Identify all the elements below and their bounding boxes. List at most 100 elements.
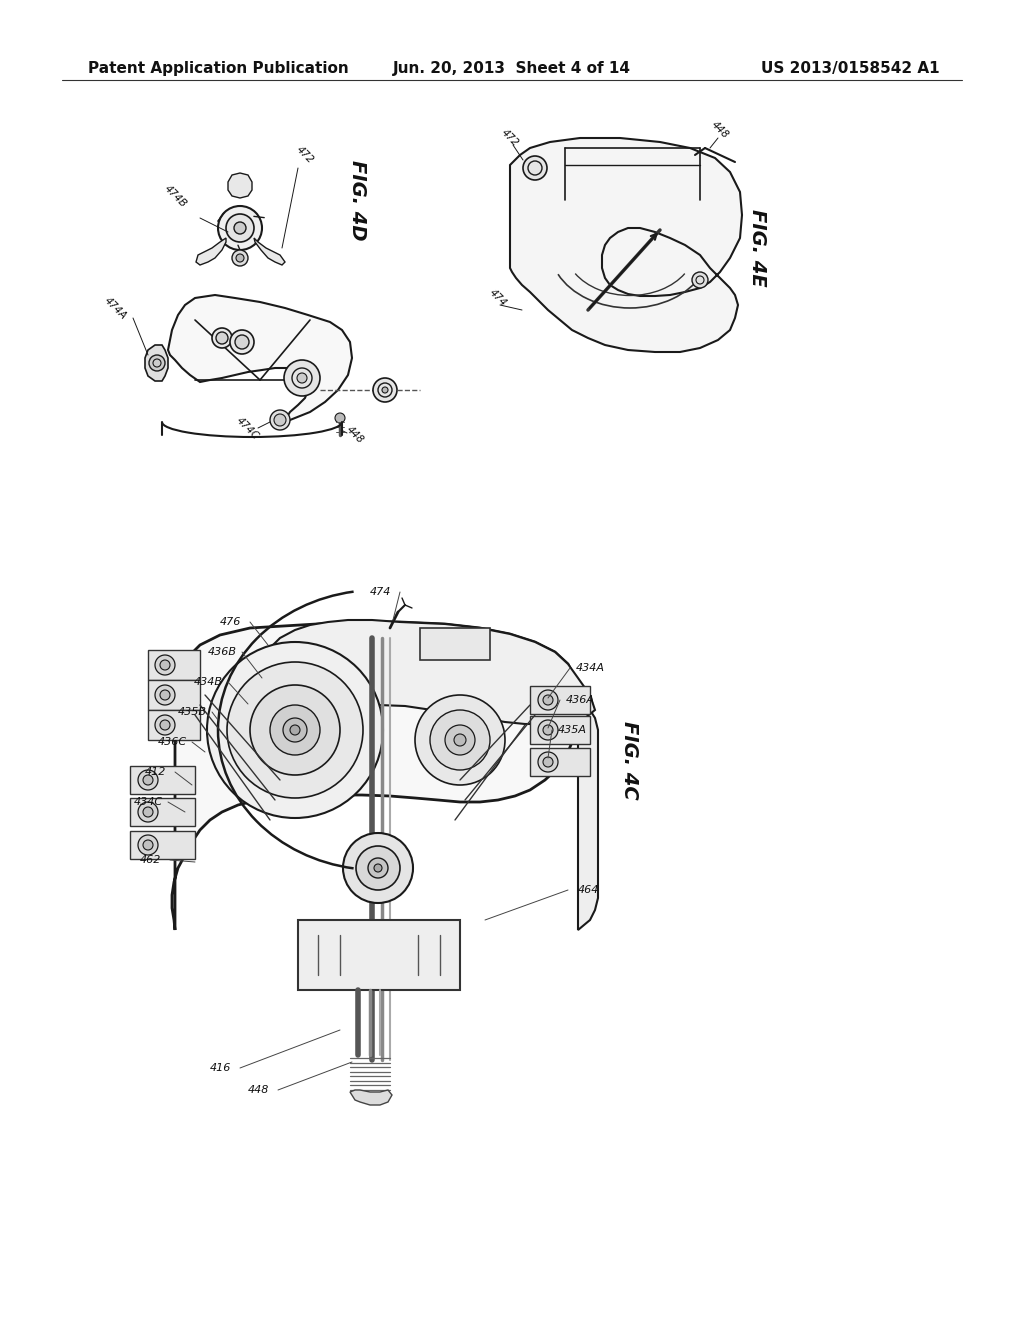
Circle shape xyxy=(274,414,286,426)
Circle shape xyxy=(445,725,475,755)
Text: 435B: 435B xyxy=(177,708,207,717)
Polygon shape xyxy=(196,238,226,265)
Text: FIG. 4D: FIG. 4D xyxy=(348,160,368,240)
Polygon shape xyxy=(130,799,195,826)
Polygon shape xyxy=(168,294,352,422)
Circle shape xyxy=(543,756,553,767)
Circle shape xyxy=(138,770,158,789)
Circle shape xyxy=(150,355,165,371)
Text: 436B: 436B xyxy=(208,647,237,657)
Circle shape xyxy=(250,685,340,775)
Circle shape xyxy=(538,690,558,710)
Circle shape xyxy=(160,690,170,700)
Text: 434C: 434C xyxy=(133,797,163,807)
Text: 462: 462 xyxy=(139,855,161,865)
Circle shape xyxy=(230,330,254,354)
Circle shape xyxy=(270,705,319,755)
Circle shape xyxy=(374,865,382,873)
Text: 448: 448 xyxy=(710,119,730,140)
Polygon shape xyxy=(530,715,590,744)
Text: 448: 448 xyxy=(344,425,366,446)
Text: 436A: 436A xyxy=(565,696,595,705)
Text: 464: 464 xyxy=(578,884,599,895)
Circle shape xyxy=(226,214,254,242)
Text: 412: 412 xyxy=(144,767,166,777)
Text: 472: 472 xyxy=(295,144,315,165)
Text: FIG. 4E: FIG. 4E xyxy=(749,209,768,286)
Polygon shape xyxy=(530,748,590,776)
Text: 436C: 436C xyxy=(158,737,186,747)
Polygon shape xyxy=(228,173,252,198)
Polygon shape xyxy=(148,680,200,710)
Text: 434A: 434A xyxy=(575,663,604,673)
Circle shape xyxy=(207,642,383,818)
Circle shape xyxy=(234,335,249,348)
Polygon shape xyxy=(172,622,578,931)
Circle shape xyxy=(284,360,319,396)
Circle shape xyxy=(335,413,345,422)
Polygon shape xyxy=(578,696,598,931)
Circle shape xyxy=(236,253,244,261)
Circle shape xyxy=(155,715,175,735)
Circle shape xyxy=(155,685,175,705)
Polygon shape xyxy=(148,649,200,680)
Circle shape xyxy=(218,206,262,249)
Circle shape xyxy=(232,249,248,267)
Circle shape xyxy=(143,807,153,817)
Polygon shape xyxy=(420,628,490,660)
Text: 416: 416 xyxy=(209,1063,230,1073)
Circle shape xyxy=(692,272,708,288)
Text: 474B: 474B xyxy=(162,183,188,209)
Text: FIG. 4C: FIG. 4C xyxy=(621,721,640,800)
Circle shape xyxy=(160,719,170,730)
Circle shape xyxy=(216,333,228,345)
Circle shape xyxy=(297,374,307,383)
Circle shape xyxy=(227,663,362,799)
Text: 474: 474 xyxy=(487,288,509,309)
Polygon shape xyxy=(530,686,590,714)
Text: 435A: 435A xyxy=(557,725,587,735)
Circle shape xyxy=(543,725,553,735)
Polygon shape xyxy=(350,1090,392,1105)
Circle shape xyxy=(543,696,553,705)
Text: 474A: 474A xyxy=(102,294,128,321)
Text: 448: 448 xyxy=(248,1085,268,1096)
Text: 474: 474 xyxy=(370,587,391,597)
Circle shape xyxy=(138,836,158,855)
Circle shape xyxy=(356,846,400,890)
Text: Patent Application Publication: Patent Application Publication xyxy=(88,61,349,75)
Circle shape xyxy=(283,718,307,742)
Polygon shape xyxy=(254,238,285,265)
Polygon shape xyxy=(262,620,595,723)
Circle shape xyxy=(373,378,397,403)
Polygon shape xyxy=(145,345,168,381)
Circle shape xyxy=(143,840,153,850)
Polygon shape xyxy=(148,710,200,741)
Circle shape xyxy=(454,734,466,746)
Circle shape xyxy=(155,655,175,675)
Circle shape xyxy=(430,710,490,770)
Circle shape xyxy=(368,858,388,878)
Polygon shape xyxy=(298,920,460,990)
Text: 476: 476 xyxy=(219,616,241,627)
Text: 474C: 474C xyxy=(234,414,261,441)
Circle shape xyxy=(160,660,170,671)
Circle shape xyxy=(143,775,153,785)
Circle shape xyxy=(415,696,505,785)
Circle shape xyxy=(270,411,290,430)
Text: 472: 472 xyxy=(500,128,520,149)
Polygon shape xyxy=(510,139,742,352)
Text: 434B: 434B xyxy=(194,677,222,686)
Circle shape xyxy=(138,803,158,822)
Text: Jun. 20, 2013  Sheet 4 of 14: Jun. 20, 2013 Sheet 4 of 14 xyxy=(393,61,631,75)
Circle shape xyxy=(523,156,547,180)
Text: US 2013/0158542 A1: US 2013/0158542 A1 xyxy=(762,61,940,75)
Polygon shape xyxy=(130,766,195,795)
Polygon shape xyxy=(130,832,195,859)
Circle shape xyxy=(538,719,558,741)
Circle shape xyxy=(212,327,232,348)
Circle shape xyxy=(382,387,388,393)
Circle shape xyxy=(343,833,413,903)
Circle shape xyxy=(290,725,300,735)
Circle shape xyxy=(538,752,558,772)
